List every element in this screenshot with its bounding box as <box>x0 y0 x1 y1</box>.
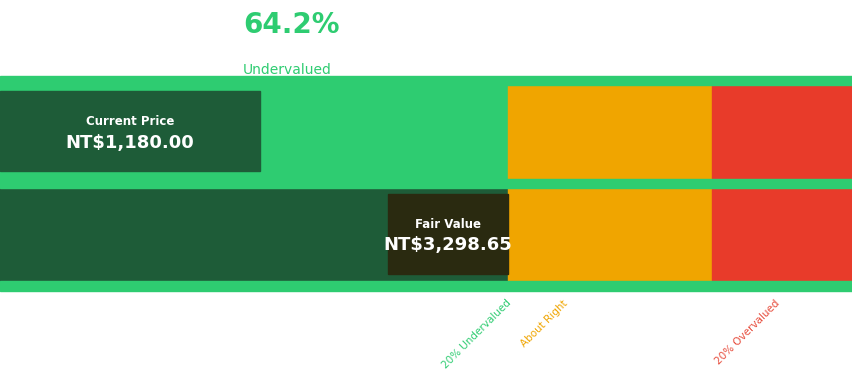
Text: Current Price: Current Price <box>86 116 174 128</box>
Bar <box>609 188 711 281</box>
Bar <box>711 86 852 179</box>
Bar <box>0 92 260 171</box>
Bar <box>711 188 852 281</box>
Bar <box>507 188 609 281</box>
Bar <box>507 86 609 179</box>
Bar <box>0 86 852 179</box>
Bar <box>0 188 852 281</box>
Bar <box>0 281 852 291</box>
Text: Fair Value: Fair Value <box>414 218 481 231</box>
Bar <box>388 194 507 274</box>
Text: 64.2%: 64.2% <box>243 11 339 39</box>
Text: About Right: About Right <box>519 298 569 348</box>
Bar <box>609 86 711 179</box>
Bar <box>0 179 852 188</box>
Text: 20% Undervalued: 20% Undervalued <box>440 298 512 371</box>
Text: Undervalued: Undervalued <box>243 63 331 78</box>
Bar <box>0 76 852 86</box>
Text: NT$3,298.65: NT$3,298.65 <box>383 236 511 255</box>
Text: NT$1,180.00: NT$1,180.00 <box>66 134 194 152</box>
Text: 20% Overvalued: 20% Overvalued <box>712 298 780 366</box>
